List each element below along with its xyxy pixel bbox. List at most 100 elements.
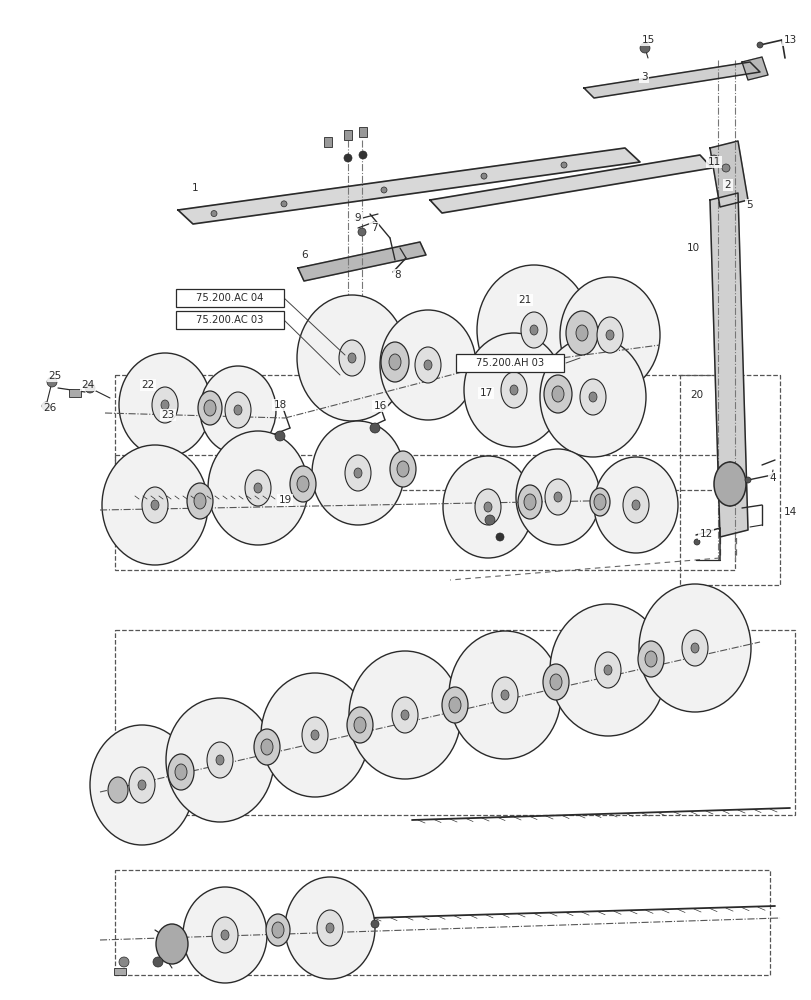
- Ellipse shape: [207, 742, 233, 778]
- Circle shape: [344, 154, 351, 162]
- Circle shape: [85, 383, 95, 393]
- Circle shape: [756, 42, 762, 48]
- Ellipse shape: [603, 665, 611, 675]
- Ellipse shape: [549, 674, 561, 690]
- Ellipse shape: [354, 717, 366, 733]
- Ellipse shape: [491, 677, 517, 713]
- Ellipse shape: [509, 385, 517, 395]
- Ellipse shape: [544, 479, 570, 515]
- Ellipse shape: [285, 877, 375, 979]
- Text: 17: 17: [478, 388, 492, 398]
- Bar: [324, 137, 332, 147]
- Bar: [456, 354, 564, 372]
- Ellipse shape: [483, 502, 491, 512]
- Circle shape: [152, 957, 163, 967]
- Polygon shape: [430, 155, 711, 213]
- Circle shape: [484, 515, 495, 525]
- Text: 23: 23: [161, 410, 174, 420]
- Ellipse shape: [302, 717, 328, 753]
- Ellipse shape: [194, 493, 206, 509]
- Ellipse shape: [325, 923, 333, 933]
- Ellipse shape: [588, 392, 596, 402]
- Ellipse shape: [156, 924, 188, 964]
- Text: 14: 14: [783, 507, 796, 517]
- Circle shape: [380, 187, 387, 193]
- Ellipse shape: [389, 451, 415, 487]
- Ellipse shape: [565, 311, 597, 355]
- Ellipse shape: [129, 767, 155, 803]
- Ellipse shape: [681, 630, 707, 666]
- Ellipse shape: [272, 922, 284, 938]
- Ellipse shape: [605, 330, 613, 340]
- Ellipse shape: [349, 651, 461, 779]
- Text: 11: 11: [706, 157, 719, 167]
- Text: 9: 9: [354, 213, 361, 223]
- Polygon shape: [741, 57, 767, 80]
- Ellipse shape: [638, 584, 750, 712]
- Text: 20: 20: [689, 390, 702, 400]
- Text: 1: 1: [191, 183, 198, 193]
- Ellipse shape: [380, 342, 409, 382]
- Ellipse shape: [543, 664, 569, 700]
- Ellipse shape: [500, 690, 508, 700]
- Circle shape: [275, 431, 285, 441]
- Ellipse shape: [622, 487, 648, 523]
- Ellipse shape: [543, 375, 571, 413]
- Ellipse shape: [637, 641, 663, 677]
- Ellipse shape: [594, 652, 620, 688]
- Ellipse shape: [575, 325, 587, 341]
- Ellipse shape: [594, 457, 677, 553]
- Ellipse shape: [397, 461, 409, 477]
- Ellipse shape: [448, 697, 461, 713]
- Ellipse shape: [441, 687, 467, 723]
- Ellipse shape: [690, 643, 698, 653]
- Circle shape: [358, 228, 366, 236]
- Ellipse shape: [182, 887, 267, 983]
- Bar: [358, 127, 367, 137]
- Ellipse shape: [204, 400, 216, 416]
- Text: 6: 6: [302, 250, 308, 260]
- Text: 4: 4: [769, 473, 775, 483]
- Text: 75.200.AC 03: 75.200.AC 03: [196, 315, 264, 325]
- Ellipse shape: [245, 470, 271, 506]
- Circle shape: [560, 162, 566, 168]
- Ellipse shape: [161, 400, 169, 410]
- Ellipse shape: [521, 312, 547, 348]
- Ellipse shape: [517, 485, 541, 519]
- Ellipse shape: [392, 697, 418, 733]
- Ellipse shape: [380, 310, 475, 420]
- Ellipse shape: [579, 379, 605, 415]
- Text: 12: 12: [698, 529, 712, 539]
- Ellipse shape: [260, 673, 368, 797]
- Text: 22: 22: [141, 380, 154, 390]
- Text: 21: 21: [517, 295, 531, 305]
- Ellipse shape: [290, 466, 315, 502]
- Ellipse shape: [644, 651, 656, 667]
- Ellipse shape: [254, 729, 280, 765]
- Circle shape: [119, 957, 129, 967]
- Circle shape: [721, 164, 729, 172]
- Polygon shape: [583, 62, 759, 98]
- Ellipse shape: [474, 489, 500, 525]
- Ellipse shape: [401, 710, 409, 720]
- Ellipse shape: [515, 449, 599, 545]
- Ellipse shape: [187, 483, 212, 519]
- Ellipse shape: [260, 739, 272, 755]
- Ellipse shape: [354, 468, 362, 478]
- Text: 18: 18: [273, 400, 286, 410]
- Ellipse shape: [500, 372, 526, 408]
- Text: 25: 25: [49, 371, 62, 381]
- Text: 19: 19: [278, 495, 291, 505]
- Text: 7: 7: [371, 223, 377, 233]
- Ellipse shape: [208, 431, 307, 545]
- Ellipse shape: [234, 405, 242, 415]
- Ellipse shape: [152, 387, 178, 423]
- Ellipse shape: [388, 354, 401, 370]
- Bar: [344, 130, 351, 140]
- Text: 5: 5: [746, 200, 753, 210]
- Ellipse shape: [175, 764, 187, 780]
- Ellipse shape: [102, 445, 208, 565]
- Circle shape: [370, 423, 380, 433]
- Circle shape: [47, 377, 57, 387]
- Circle shape: [496, 533, 504, 541]
